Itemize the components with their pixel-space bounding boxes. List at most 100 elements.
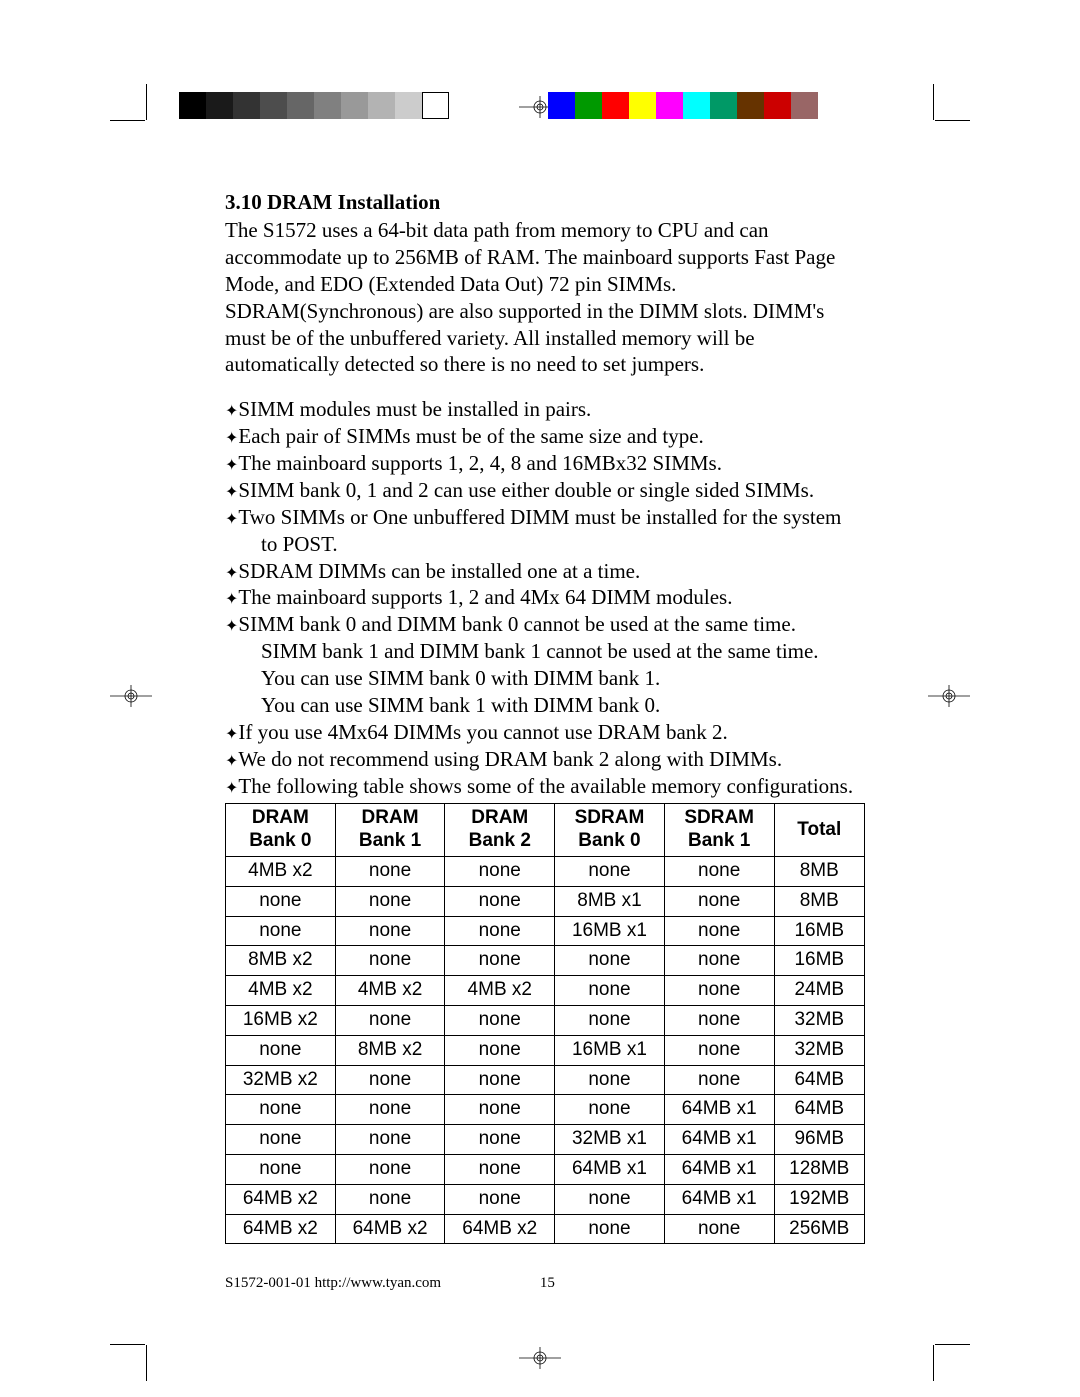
table-row: 32MB x2nonenonenonenone64MB [226, 1065, 865, 1095]
table-cell: none [555, 1184, 665, 1214]
table-row: 64MB x2nonenonenone64MB x1192MB [226, 1184, 865, 1214]
table-cell: none [445, 1154, 555, 1184]
table-row: 8MB x2nonenonenonenone16MB [226, 946, 865, 976]
table-cell: 64MB x2 [445, 1214, 555, 1244]
table-cell: none [335, 1184, 445, 1214]
table-cell: 16MB x1 [555, 916, 665, 946]
table-cell: none [445, 886, 555, 916]
table-cell: none [555, 976, 665, 1006]
table-cell: none [555, 1065, 665, 1095]
table-row: 16MB x2nonenonenonenone32MB [226, 1005, 865, 1035]
bullet-item: ✦SDRAM DIMMs can be installed one at a t… [225, 558, 865, 585]
bullet-item: ✦SIMM bank 0 and DIMM bank 0 cannot be u… [225, 611, 865, 719]
color-colorbar [548, 92, 818, 119]
swatch [395, 92, 422, 119]
bullet-item: ✦If you use 4Mx64 DIMMs you cannot use D… [225, 719, 865, 746]
table-cell: none [664, 1065, 774, 1095]
memory-config-table: DRAMBank 0DRAMBank 1DRAMBank 2SDRAMBank … [225, 803, 865, 1244]
swatch [260, 92, 287, 119]
swatch [764, 92, 791, 119]
page-footer: S1572-001-01 http://www.tyan.com 15 [225, 1275, 555, 1292]
table-cell: none [664, 1035, 774, 1065]
table-cell: 96MB [774, 1125, 864, 1155]
swatch [575, 92, 602, 119]
bullet-item: ✦The following table shows some of the a… [225, 773, 865, 800]
table-cell: 16MB x2 [226, 1005, 336, 1035]
bullet-item: ✦Two SIMMs or One unbuffered DIMM must b… [225, 504, 865, 558]
table-cell: none [335, 1005, 445, 1035]
table-row: nonenonenone64MB x164MB x1128MB [226, 1154, 865, 1184]
crop-mark [110, 1344, 145, 1345]
table-cell: none [445, 1065, 555, 1095]
table-cell: none [664, 946, 774, 976]
bullet-item: ✦SIMM modules must be installed in pairs… [225, 396, 865, 423]
bullet-item: ✦The mainboard supports 1, 2, 4, 8 and 1… [225, 450, 865, 477]
bullet-item: ✦SIMM bank 0, 1 and 2 can use either dou… [225, 477, 865, 504]
table-row: none8MB x2none16MB x1none32MB [226, 1035, 865, 1065]
registration-mark-icon [928, 685, 970, 707]
table-cell: none [335, 1065, 445, 1095]
swatch [206, 92, 233, 119]
swatch [341, 92, 368, 119]
swatch [233, 92, 260, 119]
table-cell: 192MB [774, 1184, 864, 1214]
crop-mark [935, 1344, 970, 1345]
table-row: 4MB x2nonenonenonenone8MB [226, 856, 865, 886]
table-cell: none [335, 856, 445, 886]
table-cell: 16MB [774, 916, 864, 946]
crop-mark [933, 1345, 934, 1381]
swatch [737, 92, 764, 119]
swatch [656, 92, 683, 119]
table-cell: 8MB x2 [226, 946, 336, 976]
table-cell: none [555, 946, 665, 976]
table-cell: none [335, 916, 445, 946]
table-cell: 4MB x2 [226, 856, 336, 886]
crop-mark [110, 120, 145, 121]
table-cell: 32MB x2 [226, 1065, 336, 1095]
table-cell: 16MB x1 [555, 1035, 665, 1065]
bullet-item: ✦Each pair of SIMMs must be of the same … [225, 423, 865, 450]
table-cell: 64MB [774, 1095, 864, 1125]
table-cell: 32MB [774, 1035, 864, 1065]
table-cell: none [664, 1214, 774, 1244]
table-cell: none [226, 1095, 336, 1125]
table-cell: none [335, 886, 445, 916]
table-cell: none [664, 1005, 774, 1035]
table-cell: none [445, 1125, 555, 1155]
swatch [629, 92, 656, 119]
section-heading: 3.10 DRAM Installation [225, 190, 865, 215]
table-header-cell: Total [774, 804, 864, 857]
table-header-cell: SDRAMBank 0 [555, 804, 665, 857]
table-cell: none [226, 1125, 336, 1155]
table-cell: 64MB x1 [664, 1184, 774, 1214]
table-cell: 8MB [774, 886, 864, 916]
table-cell: 64MB x1 [555, 1154, 665, 1184]
swatch [791, 92, 818, 119]
table-cell: none [555, 1214, 665, 1244]
swatch [602, 92, 629, 119]
table-cell: 64MB x1 [664, 1095, 774, 1125]
registration-mark-icon [110, 685, 152, 707]
table-header-cell: DRAMBank 2 [445, 804, 555, 857]
table-cell: 4MB x2 [226, 976, 336, 1006]
bullet-item: ✦The mainboard supports 1, 2 and 4Mx 64 … [225, 584, 865, 611]
table-cell: 64MB x2 [226, 1214, 336, 1244]
table-cell: 4MB x2 [445, 976, 555, 1006]
table-cell: 64MB x2 [226, 1184, 336, 1214]
table-cell: 128MB [774, 1154, 864, 1184]
table-cell: none [335, 946, 445, 976]
swatch [179, 92, 206, 119]
table-cell: 8MB [774, 856, 864, 886]
table-cell: none [664, 976, 774, 1006]
table-row: nonenonenone16MB x1none16MB [226, 916, 865, 946]
table-cell: 8MB x2 [335, 1035, 445, 1065]
table-cell: none [445, 1184, 555, 1214]
crop-mark [935, 120, 970, 121]
table-header-cell: DRAMBank 0 [226, 804, 336, 857]
swatch [683, 92, 710, 119]
table-cell: none [555, 1095, 665, 1125]
table-cell: none [335, 1095, 445, 1125]
table-cell: none [335, 1125, 445, 1155]
table-cell: 64MB x2 [335, 1214, 445, 1244]
table-cell: 8MB x1 [555, 886, 665, 916]
